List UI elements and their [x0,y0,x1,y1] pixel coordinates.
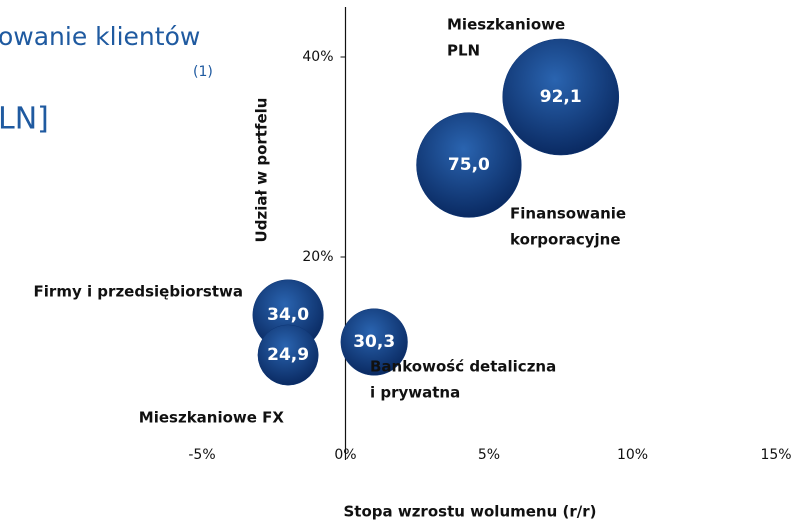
x-tick-label: -5% [188,447,215,463]
x-tick-label: 15% [760,447,791,463]
y-axis-label: Udział w portfelu [253,98,271,243]
data-label: 92,1 [540,87,582,107]
data-label: 34,0 [267,305,309,325]
bubble-label: Finansowanie [510,205,626,223]
title: owanie klientów [0,22,200,51]
title-note: (1) [193,64,213,80]
bubble [416,112,522,218]
bubble-label: Mieszkaniowe FX [139,409,285,427]
data-label: 24,9 [267,345,309,365]
x-axis-label: Stopa wzrostu wolumenu (r/r) [343,503,596,521]
bubble [340,308,408,376]
bubble-label: korporacyjne [510,231,621,249]
y-tick-label: 20% [302,249,333,265]
bubble [502,38,620,156]
bubble-label: Mieszkaniowe [447,16,565,34]
x-tick-label: 10% [617,447,648,463]
x-tick-label: 5% [478,447,500,463]
data-label: 30,3 [353,332,395,352]
bubble-label: i prywatna [370,384,460,402]
bubble-label: Bankowość detaliczna [370,358,556,376]
data-label: 75,0 [448,155,490,175]
bubble-label: Firmy i przedsiębiorstwa [34,283,243,301]
bubble [257,324,319,386]
subtitle: LN] [0,102,49,137]
y-tick-label: 40% [302,49,333,65]
x-tick-label: 0% [334,447,356,463]
bubble-label: PLN [447,42,480,60]
